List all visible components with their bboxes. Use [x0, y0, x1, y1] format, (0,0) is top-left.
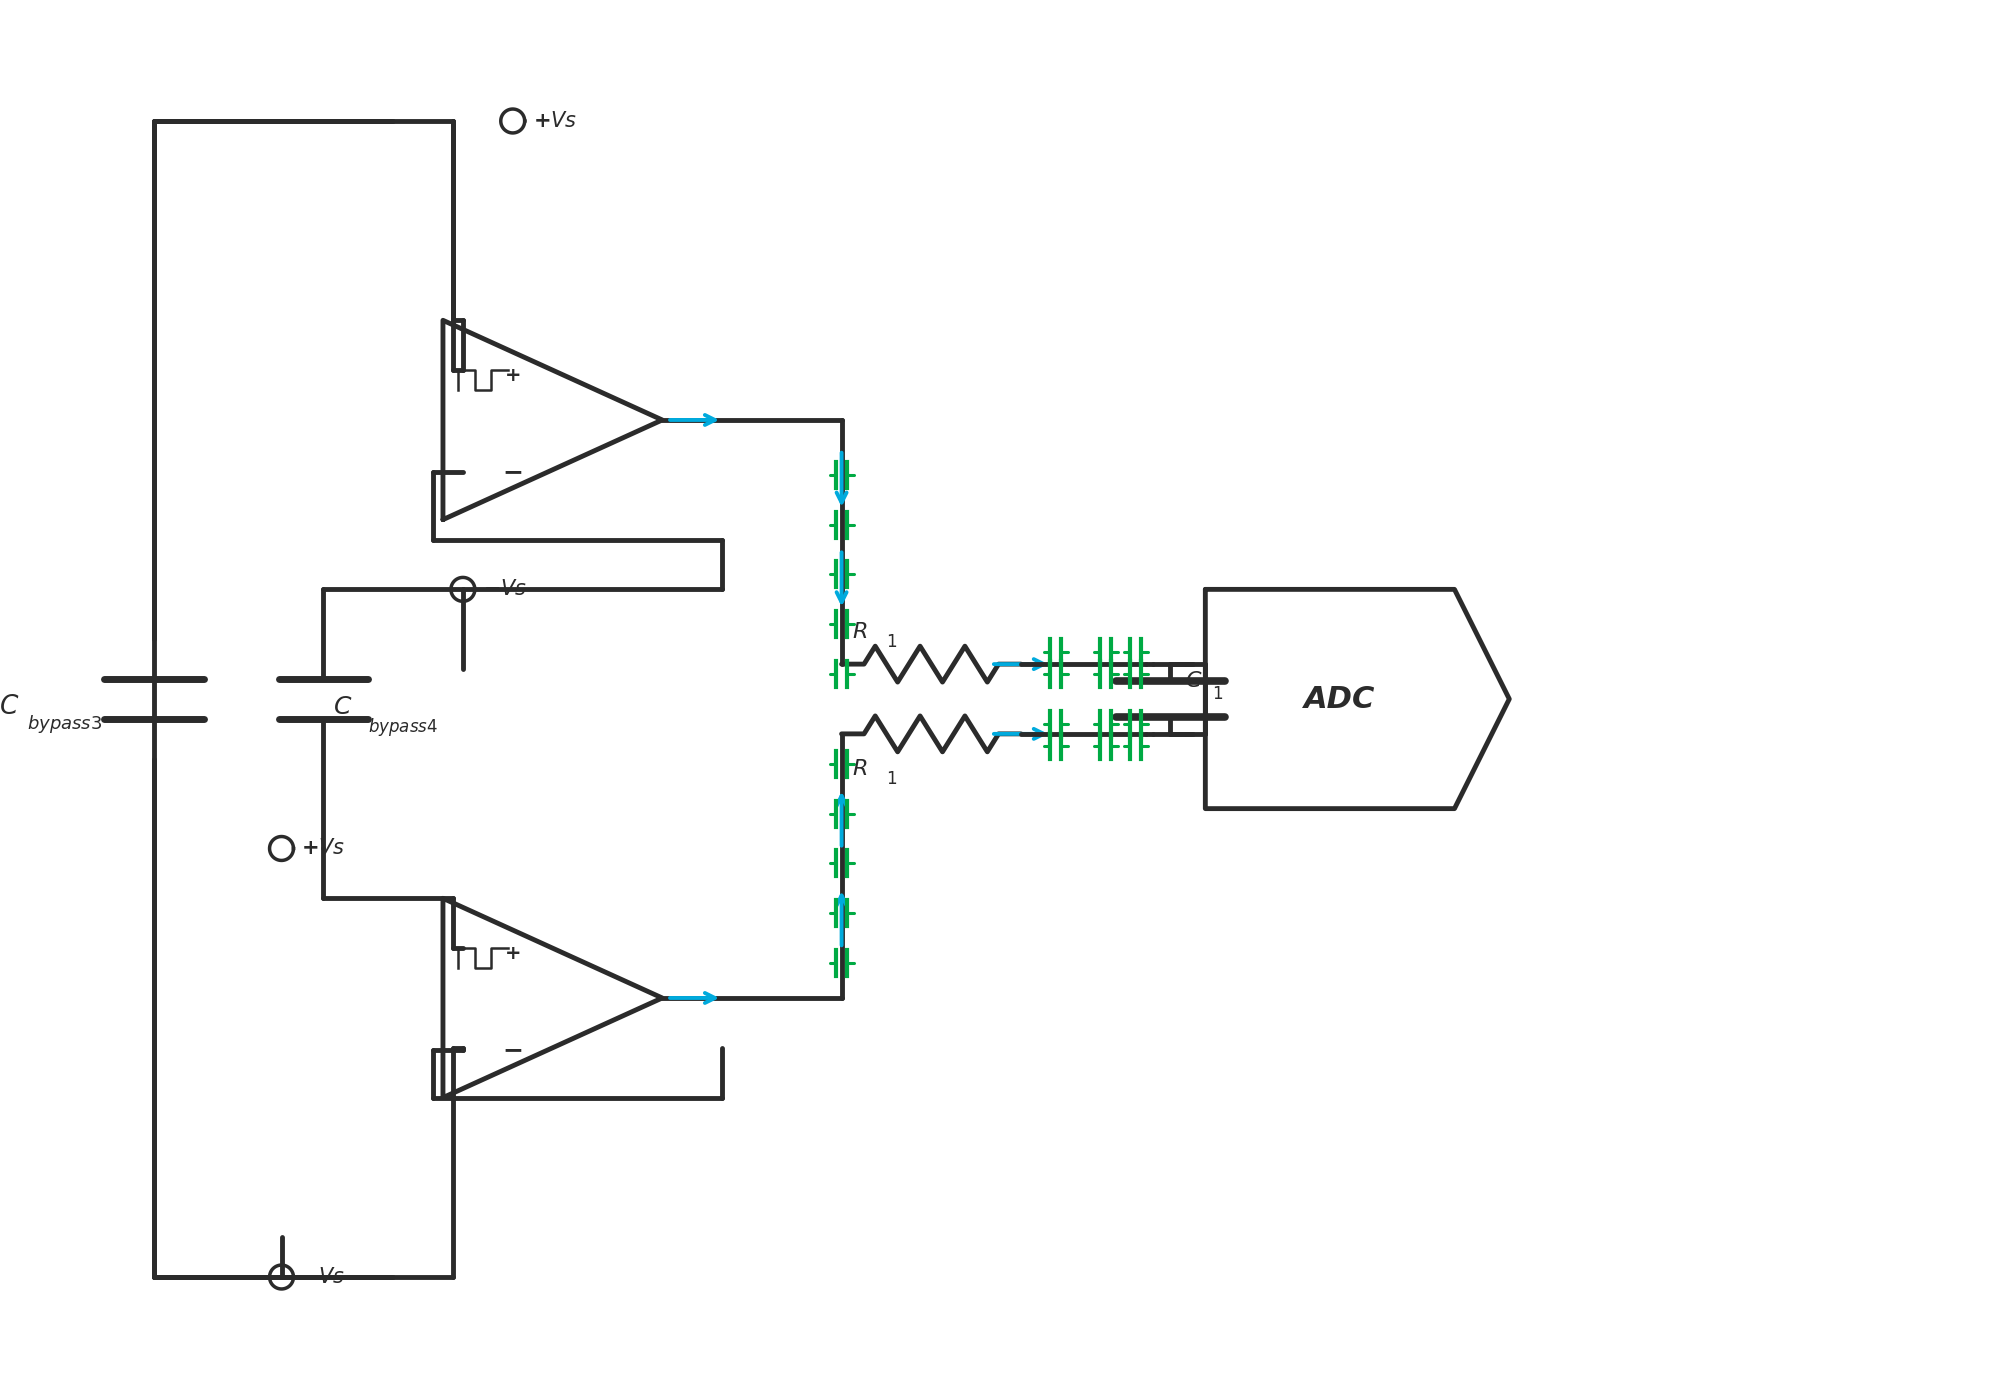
Text: $\mathbf{+}$$\mathit{Vs}$: $\mathbf{+}$$\mathit{Vs}$ [302, 839, 346, 858]
Text: $\mathbf{+}$$\mathit{Vs}$: $\mathbf{+}$$\mathit{Vs}$ [531, 110, 577, 131]
Text: $\mathit{C}$: $\mathit{C}$ [1185, 671, 1203, 691]
Text: $\mathit{1}$: $\mathit{1}$ [885, 770, 897, 787]
Text: +: + [503, 366, 521, 384]
Text: $\mathit{C}$: $\mathit{C}$ [334, 695, 352, 719]
Text: +: + [503, 944, 521, 963]
Text: −: − [501, 1037, 523, 1062]
Text: −: − [501, 460, 523, 484]
Text: $\mathit{1}$: $\mathit{1}$ [1211, 685, 1223, 703]
Text: $\mathit{C}$: $\mathit{C}$ [0, 693, 20, 720]
Text: $\mathbf{-}$$\mathit{Vs}$: $\mathbf{-}$$\mathit{Vs}$ [302, 1267, 346, 1288]
Text: $\mathit{R}$: $\mathit{R}$ [851, 622, 867, 642]
Text: ADC: ADC [1303, 685, 1375, 713]
Text: $\mathit{bypass4}$: $\mathit{bypass4}$ [368, 716, 438, 738]
Text: $\mathit{bypass3}$: $\mathit{bypass3}$ [26, 713, 102, 735]
Text: $\mathit{1}$: $\mathit{1}$ [885, 633, 897, 651]
Text: $\mathit{R}$: $\mathit{R}$ [851, 759, 867, 779]
Text: $\mathbf{-}$$\mathit{Vs}$: $\mathbf{-}$$\mathit{Vs}$ [484, 579, 527, 600]
